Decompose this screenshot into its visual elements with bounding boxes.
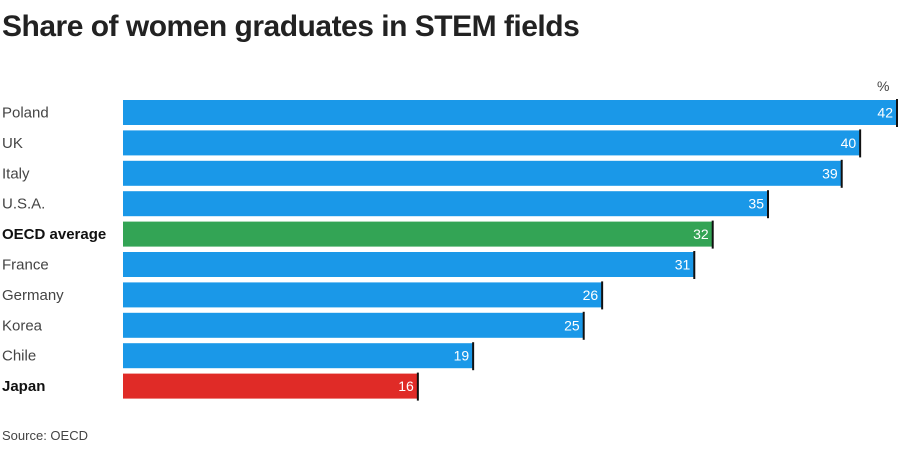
bar [123,100,897,125]
data-label: 42 [877,105,893,121]
category-label: U.S.A. [2,196,45,213]
bar [123,252,695,277]
data-label: 19 [454,348,470,364]
category-label: Chile [2,348,36,365]
bar [123,282,603,308]
data-label: 16 [398,378,414,394]
category-label: France [2,257,49,274]
bar [123,312,584,338]
unit-label: % [877,78,889,94]
category-label: Japan [2,378,45,395]
data-label: 35 [748,196,764,212]
category-label: Italy [2,165,30,182]
bar [123,221,713,247]
data-label: 25 [564,317,580,333]
category-label: Germany [2,287,64,304]
chart-title: Share of women graduates in STEM fields [2,10,580,43]
data-label: 31 [675,257,691,273]
source-note: Source: OECD [2,428,88,443]
data-label: 40 [841,135,857,151]
bar [123,373,418,399]
category-label: Poland [2,105,49,122]
data-label: 39 [822,165,838,181]
bar [123,191,768,217]
bar [123,160,842,186]
category-label: UK [2,135,23,152]
data-label: 32 [693,226,709,242]
category-label: Korea [2,317,43,334]
bar [123,343,474,369]
data-label: 26 [583,287,599,303]
bar [123,130,861,156]
category-label: OECD average [2,226,106,243]
